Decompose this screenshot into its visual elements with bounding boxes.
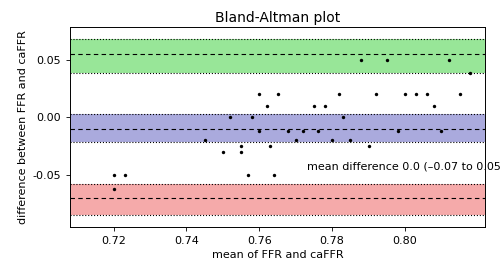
Point xyxy=(412,92,420,96)
Point xyxy=(372,92,380,96)
Point xyxy=(382,57,390,62)
Point xyxy=(270,173,278,177)
Point xyxy=(248,115,256,119)
Point xyxy=(120,173,128,177)
Point xyxy=(438,129,446,133)
Point xyxy=(110,186,118,191)
Point xyxy=(262,103,270,108)
Point xyxy=(110,173,118,177)
Point xyxy=(219,150,227,154)
Title: Bland-Altman plot: Bland-Altman plot xyxy=(215,11,340,25)
Point xyxy=(430,103,438,108)
Point xyxy=(292,138,300,143)
Point xyxy=(314,129,322,133)
Point xyxy=(466,71,474,76)
Point xyxy=(244,173,252,177)
Point xyxy=(321,103,329,108)
Point xyxy=(394,129,402,133)
Bar xyxy=(70,114,485,143)
Point xyxy=(364,144,372,148)
Point xyxy=(456,92,464,96)
Point xyxy=(274,92,281,96)
Bar xyxy=(70,39,485,73)
Point xyxy=(310,103,318,108)
Point xyxy=(226,115,234,119)
Point xyxy=(256,129,264,133)
Point xyxy=(237,150,245,154)
Y-axis label: difference between FFR and caFFR: difference between FFR and caFFR xyxy=(18,30,28,224)
Point xyxy=(328,138,336,143)
Point xyxy=(357,57,365,62)
Point xyxy=(444,57,452,62)
X-axis label: mean of FFR and caFFR: mean of FFR and caFFR xyxy=(212,250,344,260)
Point xyxy=(284,129,292,133)
Point xyxy=(336,92,344,96)
Text: mean difference 0.0 (–0.07 to 0.05): mean difference 0.0 (–0.07 to 0.05) xyxy=(306,162,500,172)
Point xyxy=(339,115,347,119)
Point xyxy=(401,92,409,96)
Point xyxy=(237,144,245,148)
Bar xyxy=(70,184,485,215)
Point xyxy=(299,129,307,133)
Point xyxy=(200,138,208,143)
Point xyxy=(256,92,264,96)
Point xyxy=(423,92,431,96)
Point xyxy=(346,138,354,143)
Point xyxy=(266,144,274,148)
